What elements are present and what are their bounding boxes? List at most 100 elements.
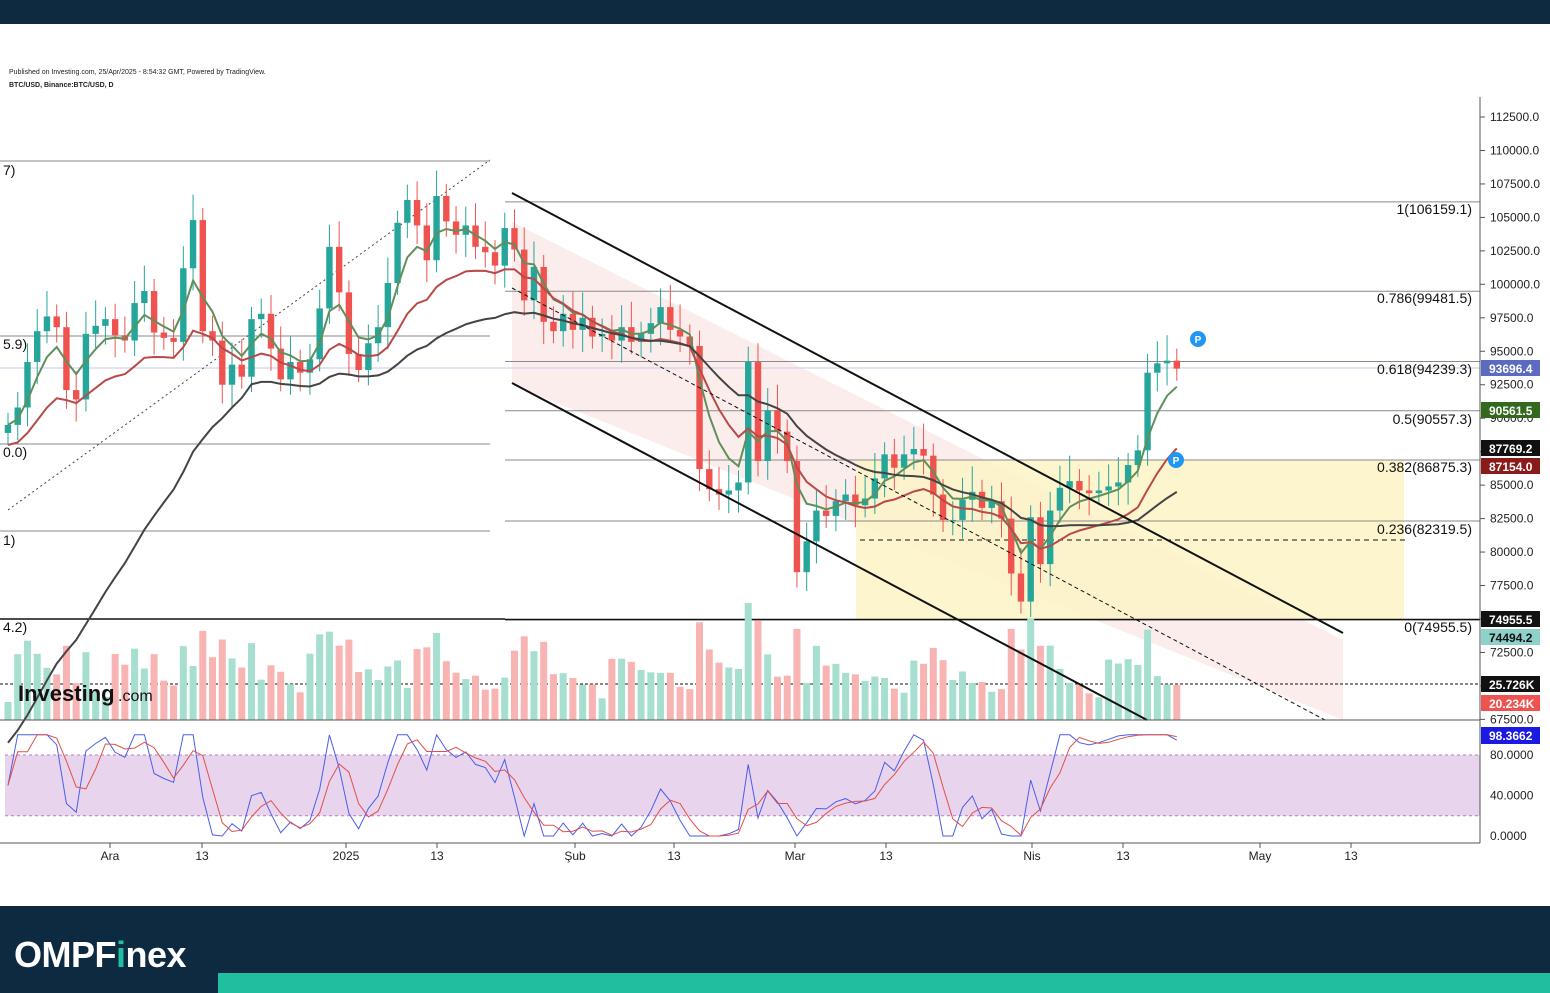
candle-body bbox=[1095, 490, 1103, 494]
candle-body bbox=[813, 510, 820, 542]
volume-bar bbox=[686, 689, 694, 720]
volume-bar bbox=[627, 661, 635, 720]
volume-bar bbox=[1124, 659, 1132, 720]
pivot-marker bbox=[1190, 331, 1206, 347]
price-tag-label: 25.726K bbox=[1489, 678, 1535, 692]
volume-bar bbox=[579, 684, 587, 720]
candle-body bbox=[1173, 360, 1180, 369]
volume-bar bbox=[997, 689, 1005, 720]
volume-bar bbox=[842, 672, 850, 720]
candle-body bbox=[180, 268, 187, 342]
volume-bar bbox=[929, 647, 937, 720]
volume-bar bbox=[851, 674, 859, 720]
volume-bar bbox=[316, 634, 324, 720]
volume-bar bbox=[121, 664, 129, 720]
price-tick-label: 80000.0 bbox=[1490, 545, 1534, 559]
candle-body bbox=[287, 361, 294, 380]
price-tick-label: 110000.0 bbox=[1490, 143, 1539, 157]
channel-upper bbox=[511, 192, 1344, 634]
stoch-tick-label: 0.0000 bbox=[1490, 829, 1527, 843]
candle-body bbox=[24, 361, 31, 408]
volume-bar bbox=[598, 698, 606, 720]
candle-body bbox=[131, 303, 138, 341]
candle-body bbox=[355, 353, 362, 371]
candle-body bbox=[900, 454, 908, 468]
price-tag-box bbox=[1481, 611, 1540, 627]
volume-bar bbox=[725, 667, 733, 720]
candle-body bbox=[696, 345, 703, 470]
candle-body bbox=[579, 317, 586, 330]
candle-body bbox=[297, 361, 304, 373]
investing-logo: Investing bbox=[18, 681, 115, 706]
candle-body bbox=[433, 195, 440, 261]
pivot-marker-label: P bbox=[1195, 335, 1202, 346]
stoch-tick-label: 80.0000 bbox=[1490, 748, 1534, 762]
volume-bar bbox=[452, 672, 460, 720]
candle-body bbox=[258, 313, 265, 320]
candle-body bbox=[647, 323, 655, 334]
volume-bar bbox=[4, 702, 12, 720]
candle-body bbox=[793, 461, 801, 573]
stoch-value-box bbox=[1481, 727, 1540, 744]
candle-body bbox=[667, 307, 674, 330]
volume-bar bbox=[559, 673, 567, 720]
volume-bar bbox=[978, 682, 986, 720]
volume-bar bbox=[618, 658, 626, 720]
time-tick-label: 13 bbox=[195, 849, 209, 863]
candle-body bbox=[277, 348, 284, 380]
price-tick-label: 97500.0 bbox=[1490, 311, 1534, 325]
volume-bar bbox=[1105, 659, 1113, 720]
volume-bar bbox=[715, 662, 723, 720]
candle-body bbox=[774, 410, 781, 432]
volume-bar bbox=[939, 660, 947, 720]
volume-bar bbox=[647, 672, 655, 720]
price-tick-label: 112500.0 bbox=[1490, 110, 1539, 124]
volume-bar bbox=[306, 653, 314, 720]
time-tick-label: 13 bbox=[1116, 849, 1130, 863]
old-fib-label: 0.0) bbox=[3, 444, 27, 460]
footer-accent-stripe bbox=[218, 973, 1550, 993]
top-banner bbox=[0, 0, 1550, 24]
candle-body bbox=[384, 282, 392, 328]
candle-body bbox=[34, 331, 41, 362]
volume-bar bbox=[764, 654, 772, 720]
candle-body bbox=[63, 327, 70, 391]
volume-bar bbox=[569, 678, 577, 720]
volume-bar bbox=[1114, 663, 1122, 720]
price-tick-label: 77500.0 bbox=[1490, 579, 1534, 593]
candle-body bbox=[141, 291, 148, 304]
symbol-label: BTC/USD, Binance:BTC/USD, D bbox=[9, 82, 114, 89]
volume-bar bbox=[481, 689, 489, 720]
price-tag-box bbox=[1481, 360, 1540, 376]
price-tag-box bbox=[1481, 402, 1540, 418]
price-tag-box bbox=[1481, 440, 1540, 456]
candle-body bbox=[404, 199, 411, 223]
ompfinex-logo: OMPFinex bbox=[14, 934, 187, 975]
volume-bar bbox=[959, 671, 967, 720]
volume-bar bbox=[160, 680, 168, 720]
candle-body bbox=[1056, 487, 1064, 511]
price-tag-label: 90561.5 bbox=[1489, 404, 1533, 418]
candle-body bbox=[4, 424, 12, 433]
volume-bar bbox=[218, 639, 226, 720]
volume-bar bbox=[783, 675, 791, 720]
fib-level-label: 0.5(90557.3) bbox=[1393, 411, 1472, 427]
volume-bar bbox=[793, 628, 801, 720]
volume-bar bbox=[43, 667, 51, 720]
price-tag-label: 20.234K bbox=[1489, 697, 1535, 711]
volume-bar bbox=[735, 669, 742, 720]
volume-bar bbox=[1134, 664, 1142, 720]
old-fib-label: 7) bbox=[3, 162, 15, 178]
candle-body bbox=[238, 364, 245, 377]
volume-bar bbox=[1075, 685, 1083, 720]
candle-body bbox=[1144, 372, 1151, 451]
candle-body bbox=[988, 501, 995, 508]
volume-bar bbox=[53, 674, 61, 720]
volume-bar bbox=[248, 643, 255, 720]
candle-body bbox=[150, 291, 158, 333]
candle-body bbox=[676, 329, 684, 337]
volume-bar bbox=[812, 645, 820, 720]
candle-body bbox=[491, 252, 499, 266]
price-tick-label: 67500.0 bbox=[1490, 712, 1534, 726]
volume-bar bbox=[666, 672, 674, 720]
